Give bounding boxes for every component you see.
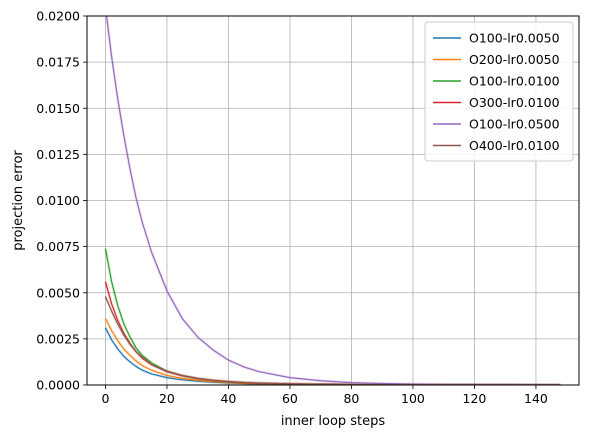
- x-tick-label: 40: [220, 391, 236, 406]
- y-tick-label: 0.0125: [36, 147, 80, 162]
- legend-entry-label: O100-lr0.0100: [469, 74, 560, 89]
- legend-entry-label: O200-lr0.0050: [469, 52, 560, 67]
- x-tick-label: 60: [282, 391, 298, 406]
- y-tick-label: 0.0200: [36, 9, 80, 24]
- x-tick-label: 100: [401, 391, 425, 406]
- x-tick-label: 80: [343, 391, 359, 406]
- y-axis-label: projection error: [11, 150, 26, 251]
- legend-entry-label: O400-lr0.0100: [469, 138, 560, 153]
- legend-entry-label: O100-lr0.0500: [469, 117, 560, 132]
- x-tick-label: 0: [101, 391, 109, 406]
- x-tick-label: 140: [524, 391, 548, 406]
- y-tick-label: 0.0175: [36, 55, 80, 70]
- y-tick-label: 0.0050: [36, 285, 80, 300]
- legend-entry-label: O100-lr0.0050: [469, 31, 560, 46]
- legend: O100-lr0.0050 O200-lr0.0050 O100-lr0.0100 O…: [424, 21, 574, 162]
- legend-entry-label: O300-lr0.0100: [469, 95, 560, 110]
- axis-ticks: 0 20 40 60 80 100 120 140 0.0000 0.0025 0.0050 0.00…: [36, 9, 548, 407]
- y-tick-label: 0.0075: [36, 239, 80, 254]
- x-tick-label: 20: [159, 391, 175, 406]
- y-tick-label: 0.0100: [36, 193, 80, 208]
- legend-box: [424, 21, 574, 162]
- y-tick-label: 0.0025: [36, 331, 80, 346]
- y-tick-label: 0.0000: [36, 378, 80, 393]
- y-tick-label: 0.0150: [36, 101, 80, 116]
- x-axis-label: inner loop steps: [281, 414, 386, 429]
- x-tick-label: 120: [463, 391, 487, 406]
